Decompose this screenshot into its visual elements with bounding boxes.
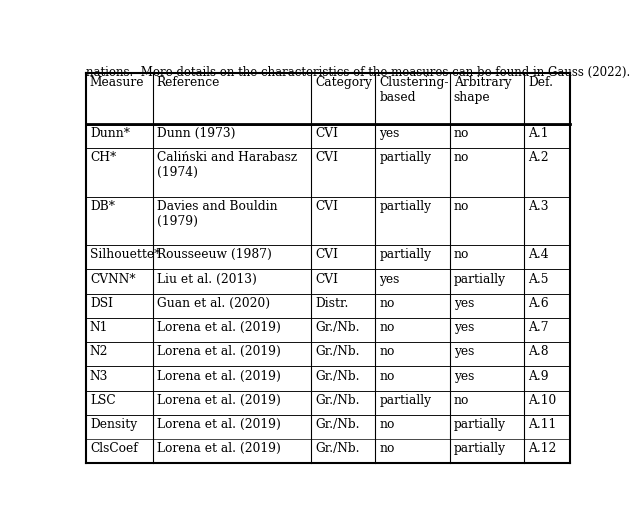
Text: Gr./Nb.: Gr./Nb. [316,442,360,456]
Text: Lorena et al. (2019): Lorena et al. (2019) [157,345,280,358]
Text: DB*: DB* [90,200,115,213]
Text: Def.: Def. [528,76,553,89]
Text: Gr./Nb.: Gr./Nb. [316,370,360,383]
Text: N2: N2 [90,345,108,358]
Text: A.10: A.10 [528,394,556,407]
Text: no: no [454,248,469,262]
Text: Density: Density [90,418,137,431]
Text: Lorena et al. (2019): Lorena et al. (2019) [157,394,280,407]
Text: CH*: CH* [90,151,116,164]
Text: A.8: A.8 [528,345,548,358]
Text: Lorena et al. (2019): Lorena et al. (2019) [157,442,280,456]
Text: yes: yes [454,345,474,358]
Text: partially: partially [380,151,431,164]
Text: Dunn*: Dunn* [90,127,130,140]
Text: CVI: CVI [316,127,339,140]
Text: partially: partially [454,418,506,431]
Text: Arbitrary
shape: Arbitrary shape [454,76,511,104]
Text: Caliński and Harabasz
(1974): Caliński and Harabasz (1974) [157,151,297,179]
Text: DSI: DSI [90,297,113,310]
Text: yes: yes [454,297,474,310]
Text: Rousseeuw (1987): Rousseeuw (1987) [157,248,271,262]
Text: N1: N1 [90,321,108,334]
Text: Liu et al. (2013): Liu et al. (2013) [157,272,257,286]
Text: no: no [380,345,395,358]
Text: ClsCoef: ClsCoef [90,442,138,456]
Text: N3: N3 [90,370,108,383]
Text: no: no [454,151,469,164]
Text: CVNN*: CVNN* [90,272,136,286]
Text: A.12: A.12 [528,442,556,456]
Text: Lorena et al. (2019): Lorena et al. (2019) [157,370,280,383]
Text: yes: yes [380,127,400,140]
Text: Dunn (1973): Dunn (1973) [157,127,235,140]
Text: Clustering-
based: Clustering- based [380,76,449,104]
Text: Gr./Nb.: Gr./Nb. [316,345,360,358]
Text: no: no [380,370,395,383]
Text: LSC: LSC [90,394,116,407]
Text: partially: partially [454,272,506,286]
Text: Category: Category [316,76,372,89]
Text: no: no [380,321,395,334]
Text: CVI: CVI [316,248,339,262]
Text: no: no [380,442,395,456]
Text: Guan et al. (2020): Guan et al. (2020) [157,297,269,310]
Text: A.1: A.1 [528,127,548,140]
Text: partially: partially [380,248,431,262]
Text: no: no [454,127,469,140]
Text: A.7: A.7 [528,321,548,334]
Text: A.11: A.11 [528,418,556,431]
Text: A.4: A.4 [528,248,548,262]
Text: Silhouette*: Silhouette* [90,248,160,262]
Text: Reference: Reference [157,76,220,89]
Text: partially: partially [454,442,506,456]
Text: CVI: CVI [316,272,339,286]
Text: Gr./Nb.: Gr./Nb. [316,418,360,431]
Text: CVI: CVI [316,200,339,213]
Text: no: no [454,394,469,407]
Text: A.9: A.9 [528,370,548,383]
Text: nations.  More details on the characteristics of the measures can be found in Ga: nations. More details on the characteris… [86,65,630,78]
Text: no: no [380,297,395,310]
Text: Gr./Nb.: Gr./Nb. [316,394,360,407]
Text: partially: partially [380,394,431,407]
Text: no: no [380,418,395,431]
Text: CVI: CVI [316,151,339,164]
Text: partially: partially [380,200,431,213]
Text: Lorena et al. (2019): Lorena et al. (2019) [157,321,280,334]
Text: no: no [454,200,469,213]
Text: Measure: Measure [90,76,145,89]
Text: yes: yes [454,321,474,334]
Text: yes: yes [380,272,400,286]
Text: yes: yes [454,370,474,383]
Text: Davies and Bouldin
(1979): Davies and Bouldin (1979) [157,200,277,228]
Text: A.3: A.3 [528,200,548,213]
Text: Distr.: Distr. [316,297,349,310]
Text: Gr./Nb.: Gr./Nb. [316,321,360,334]
Text: A.6: A.6 [528,297,548,310]
Text: A.5: A.5 [528,272,548,286]
Text: Lorena et al. (2019): Lorena et al. (2019) [157,418,280,431]
Text: A.2: A.2 [528,151,548,164]
